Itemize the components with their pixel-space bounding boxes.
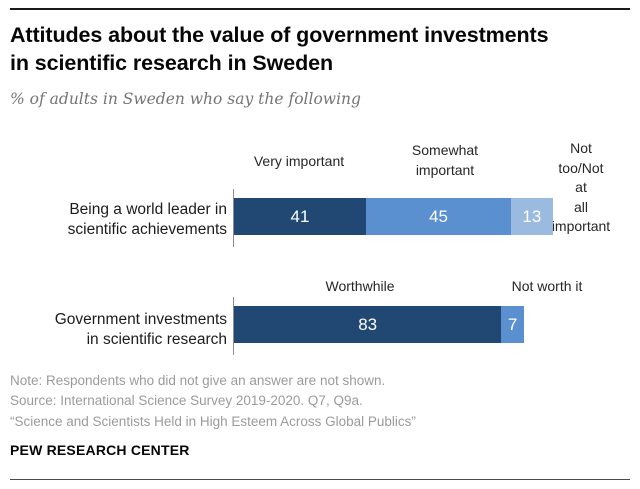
stacked-bar-government-investments: 83 7 bbox=[234, 306, 524, 343]
bar-value: 41 bbox=[290, 206, 310, 226]
bar-segment-worthwhile: 83 bbox=[234, 306, 502, 343]
note-text: Note: Respondents who did not give an an… bbox=[10, 373, 386, 388]
row-label-world-leader: Being a world leader in scientific achie… bbox=[67, 201, 227, 238]
footnotes: Note: Respondents who did not give an an… bbox=[10, 371, 630, 432]
stacked-bar-world-leader: 41 45 13 bbox=[234, 198, 553, 235]
bar-value: 83 bbox=[358, 314, 378, 334]
row-label-government-investments: Government investments in scientific res… bbox=[54, 311, 227, 348]
bar-value: 7 bbox=[507, 314, 518, 334]
bottom-rule bbox=[10, 479, 630, 480]
column-header-somewhat-important: Somewhat important bbox=[411, 142, 479, 178]
bar-value: 45 bbox=[428, 206, 448, 226]
column-header-not-important: Not too/Not at all important bbox=[551, 140, 611, 234]
bar-segment-very-important: 41 bbox=[234, 198, 366, 235]
brand-footer: PEW RESEARCH CENTER bbox=[10, 442, 190, 458]
column-header-worthwhile: Worthwhile bbox=[325, 278, 395, 294]
axis-line bbox=[233, 189, 234, 247]
axis-line bbox=[233, 297, 234, 355]
chart-title: Attitudes about the value of government … bbox=[10, 23, 549, 75]
chart-subtitle: % of adults in Sweden who say the follow… bbox=[10, 90, 361, 108]
bar-value: 13 bbox=[522, 206, 542, 226]
source-text: Source: International Science Survey 201… bbox=[10, 393, 363, 409]
report-title-text: “Science and Scientists Held in High Est… bbox=[10, 413, 416, 429]
bar-segment-not-worth-it: 7 bbox=[501, 306, 524, 343]
bar-segment-not-important: 13 bbox=[510, 198, 553, 235]
column-header-very-important: Very important bbox=[253, 153, 345, 169]
top-rule bbox=[10, 8, 630, 10]
column-header-not-worth-it: Not worth it bbox=[511, 278, 583, 294]
bar-segment-somewhat-important: 45 bbox=[366, 198, 511, 235]
